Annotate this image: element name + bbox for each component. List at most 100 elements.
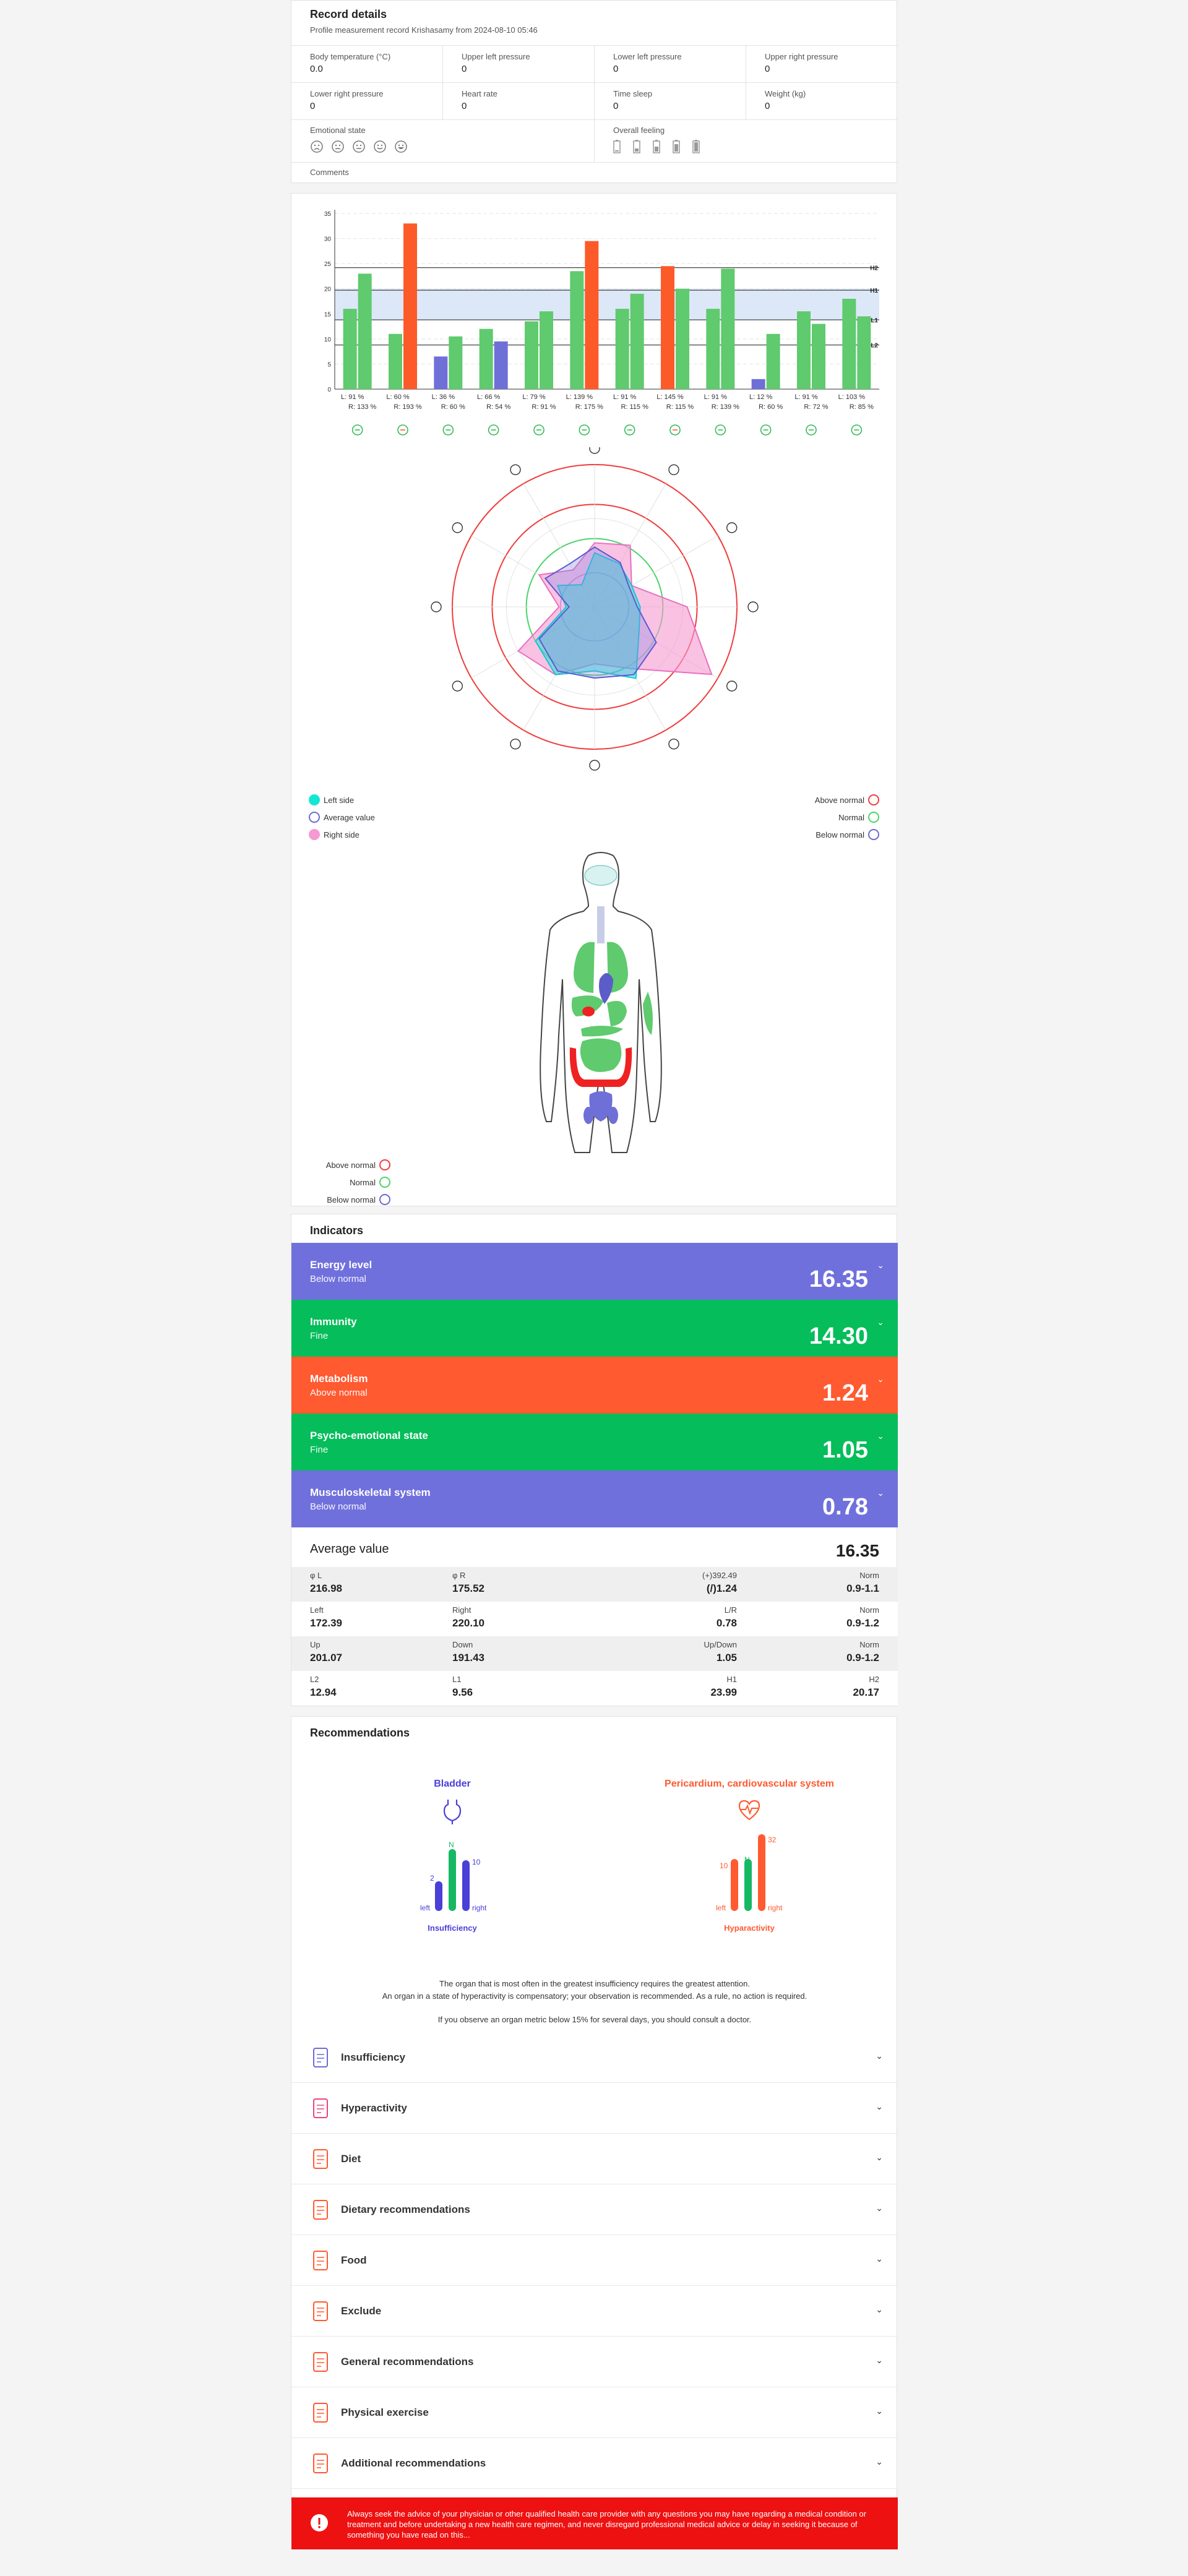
accordion-additional-recommendations[interactable]: Additional recommendations ⌄ [291, 2438, 898, 2489]
chevron-down-icon[interactable]: ⌄ [877, 1374, 884, 1384]
radar-organ-icon[interactable] [589, 760, 600, 771]
face-neutral-icon[interactable] [352, 140, 366, 153]
record-details-card: Record details Profile measurement recor… [291, 0, 898, 183]
chevron-down-icon[interactable]: ⌄ [876, 2051, 883, 2061]
stats-cell: (+)392.49 (/)1.24 [595, 1571, 737, 1598]
battery-level-5-icon[interactable] [692, 140, 700, 153]
radar-organ-icon[interactable] [510, 739, 521, 750]
indicator-energy-level[interactable]: Energy level Below normal 16.35 ⌄ [291, 1243, 898, 1300]
chevron-down-icon[interactable]: ⌄ [876, 2152, 883, 2162]
bar-left-5[interactable] [525, 321, 538, 389]
chevron-down-icon[interactable]: ⌄ [876, 2355, 883, 2365]
chevron-down-icon[interactable]: ⌄ [877, 1431, 884, 1441]
bar-norm [744, 1859, 752, 1911]
bar-left-2[interactable] [389, 333, 402, 389]
bar-left-12[interactable] [842, 298, 856, 389]
bar-left-10[interactable] [751, 379, 765, 389]
bar-right-9[interactable] [721, 268, 735, 389]
bar-right-3[interactable] [449, 336, 463, 389]
leaf-icon[interactable] [579, 424, 590, 436]
bar-right-10[interactable] [766, 333, 780, 389]
drop-icon[interactable] [806, 424, 817, 436]
chevron-down-icon[interactable]: ⌄ [876, 2254, 883, 2264]
battery-level-4-icon[interactable] [673, 140, 680, 153]
bar-left-11[interactable] [797, 311, 811, 389]
heart-icon[interactable] [397, 424, 408, 436]
indicator-metabolism[interactable]: Metabolism Above normal 1.24 ⌄ [291, 1357, 898, 1414]
face-happy-icon[interactable] [373, 140, 387, 153]
radar-organ-icon[interactable] [431, 601, 442, 612]
bar-right-11[interactable] [812, 324, 825, 389]
cup-icon[interactable] [351, 424, 363, 436]
chevron-down-icon[interactable]: ⌄ [876, 2406, 883, 2416]
chevron-down-icon[interactable]: ⌄ [877, 1260, 884, 1270]
accordion-hyperactivity[interactable]: Hyperactivity ⌄ [291, 2083, 898, 2134]
radar-organ-icon[interactable] [452, 680, 463, 692]
chevron-down-icon[interactable]: ⌄ [876, 2203, 883, 2213]
radar-organ-icon[interactable] [668, 739, 679, 750]
overall-feeling: Overall feeling [595, 119, 898, 163]
bar-right-2[interactable] [403, 223, 417, 389]
battery-level-2-icon[interactable] [633, 140, 640, 153]
bar-right-1[interactable] [358, 273, 372, 389]
indicator-immunity[interactable]: Immunity Fine 14.30 ⌄ [291, 1300, 898, 1357]
x-tick-label-right: R: 60 % [441, 403, 465, 411]
bar-left-8[interactable] [661, 266, 674, 389]
radar-organ-icon[interactable] [726, 522, 738, 533]
lungs-icon[interactable] [442, 424, 454, 436]
bar-left-1[interactable] [343, 309, 357, 389]
stats-cell: H2 20.17 [737, 1675, 879, 1702]
bladder-icon[interactable] [760, 424, 772, 436]
face-very-happy-icon[interactable] [394, 140, 408, 153]
field-lower-right: Lower right pressure 0 [291, 83, 443, 120]
bar-left-4[interactable] [479, 328, 493, 389]
accordion-dietary-recommendations[interactable]: Dietary recommendations ⌄ [291, 2184, 898, 2235]
bar-left-3[interactable] [434, 356, 448, 389]
accordion-exclude[interactable]: Exclude ⌄ [291, 2286, 898, 2337]
indicator-musculoskeletal-system[interactable]: Musculoskeletal system Below normal 0.78 ⌄ [291, 1470, 898, 1527]
radar-organ-icon[interactable] [510, 464, 521, 475]
radar-organ-icon[interactable] [747, 601, 759, 612]
stats-value: 9.56 [452, 1686, 473, 1698]
bowl-icon[interactable] [669, 424, 681, 436]
face-sad-icon[interactable] [331, 140, 345, 153]
radar-organ-icon[interactable] [589, 447, 600, 454]
bar-right-5[interactable] [540, 311, 553, 389]
pan-icon[interactable] [624, 424, 635, 436]
kidney-icon[interactable] [851, 424, 863, 436]
chevron-down-icon[interactable]: ⌄ [877, 1317, 884, 1327]
radar-organ-icon[interactable] [452, 522, 463, 533]
indicator-psycho-emotional-state[interactable]: Psycho-emotional state Fine 1.05 ⌄ [291, 1414, 898, 1470]
bar-right-4[interactable] [494, 341, 508, 389]
bar-left-7[interactable] [615, 309, 629, 389]
radar-organ-icon[interactable] [668, 464, 679, 475]
accordion-label: General recommendations [341, 2355, 474, 2368]
accordion-general-recommendations[interactable]: General recommendations ⌄ [291, 2337, 898, 2387]
bar-right-12[interactable] [857, 316, 871, 389]
stats-cell: L/R 0.78 [595, 1605, 737, 1633]
stomach-icon[interactable] [488, 424, 499, 436]
bar-left-9[interactable] [706, 309, 720, 389]
battery-level-3-icon[interactable] [653, 140, 660, 153]
field-time-sleep: Time sleep 0 [595, 83, 746, 120]
accordion-food[interactable]: Food ⌄ [291, 2235, 898, 2286]
x-tick-label-left: L: 36 % [432, 393, 455, 401]
bar-right-7[interactable] [630, 293, 644, 389]
face-very-sad-icon[interactable] [310, 140, 324, 153]
radar-organ-icon[interactable] [726, 680, 738, 692]
chevron-down-icon[interactable]: ⌄ [876, 2102, 883, 2111]
battery-level-1-icon[interactable] [613, 140, 621, 153]
general-clipboard-icon [309, 2350, 332, 2374]
bar-right-8[interactable] [676, 288, 689, 389]
chevron-down-icon[interactable]: ⌄ [876, 2304, 883, 2314]
chevron-down-icon[interactable]: ⌄ [877, 1488, 884, 1498]
tree-icon[interactable] [715, 424, 726, 436]
accordion-diet[interactable]: Diet ⌄ [291, 2134, 898, 2184]
shield-icon[interactable] [533, 424, 544, 436]
bar-right-6[interactable] [585, 241, 599, 389]
accordion-insufficiency[interactable]: Insufficiency ⌄ [291, 2032, 898, 2083]
chevron-down-icon[interactable]: ⌄ [876, 2457, 883, 2467]
stats-row: Left 172.39 Right 220.10 L/R 0.78 Norm 0.9-1.2 [291, 1602, 898, 1636]
accordion-physical-exercise[interactable]: Physical exercise ⌄ [291, 2387, 898, 2438]
bar-left-6[interactable] [570, 271, 584, 389]
